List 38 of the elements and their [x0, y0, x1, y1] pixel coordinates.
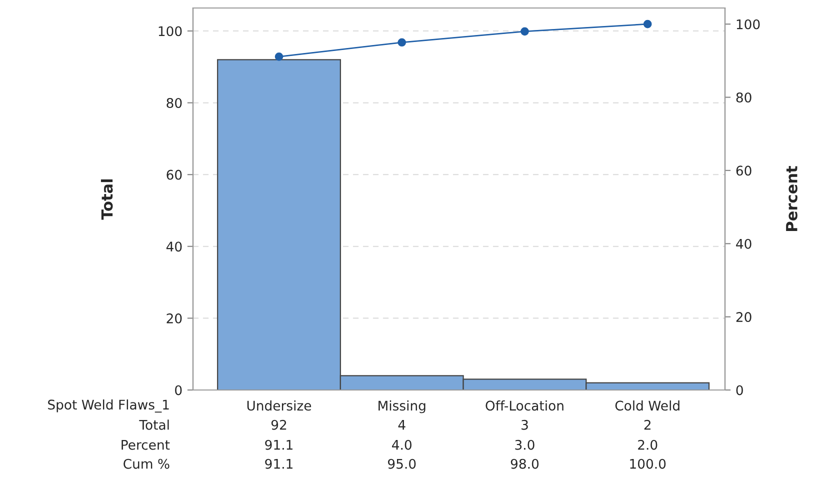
data-label: 100.0 — [630, 458, 666, 469]
data-label: 4 — [398, 420, 406, 430]
data-label: 2 — [644, 420, 650, 430]
x-tick-label: Undersize — [247, 400, 312, 411]
y2-axis-title: Percent — [786, 166, 798, 231]
point — [520, 27, 529, 36]
data-label: 3 — [522, 420, 528, 430]
x-tick-label: Off-Location — [486, 400, 564, 411]
y-tick-label: 0 — [175, 385, 182, 396]
point — [274, 52, 284, 61]
point — [643, 20, 652, 28]
text: Total — [139, 420, 169, 430]
text: Percent — [122, 440, 170, 450]
y2-tick-label: 80 — [736, 92, 752, 102]
y-axis-title: Total — [100, 179, 113, 220]
data-label: 95.0 — [388, 458, 416, 469]
text: 4.0 — [392, 440, 412, 450]
point — [398, 38, 406, 47]
y-tick-label: 20 — [166, 313, 182, 324]
data-label: 98.0 — [510, 458, 539, 469]
x-tick-label: Missing — [378, 400, 426, 414]
text: 91.1 — [265, 440, 292, 450]
y-tick-label: 60 — [166, 170, 182, 180]
data-label: 92 — [271, 420, 286, 430]
y2-tick-label: 0 — [736, 385, 743, 396]
x-tick-label: Cold Weld — [615, 400, 680, 411]
y2-tick-label: 40 — [736, 238, 752, 249]
y2-tick-label: 20 — [736, 312, 752, 322]
y2-tick-label: 60 — [736, 166, 752, 176]
y-tick-label: 40 — [166, 242, 182, 252]
text: 3.0 — [515, 440, 534, 450]
data-label: 91.1 — [265, 458, 292, 469]
y2-tick-label: 100 — [736, 19, 760, 30]
text: Cum % — [124, 458, 170, 469]
y-tick-label: 100 — [158, 26, 182, 36]
y-tick-label: 80 — [166, 98, 182, 108]
x-axis-title: Spot Weld Flaws_1 — [48, 399, 169, 413]
text: 2.0 — [638, 440, 658, 450]
